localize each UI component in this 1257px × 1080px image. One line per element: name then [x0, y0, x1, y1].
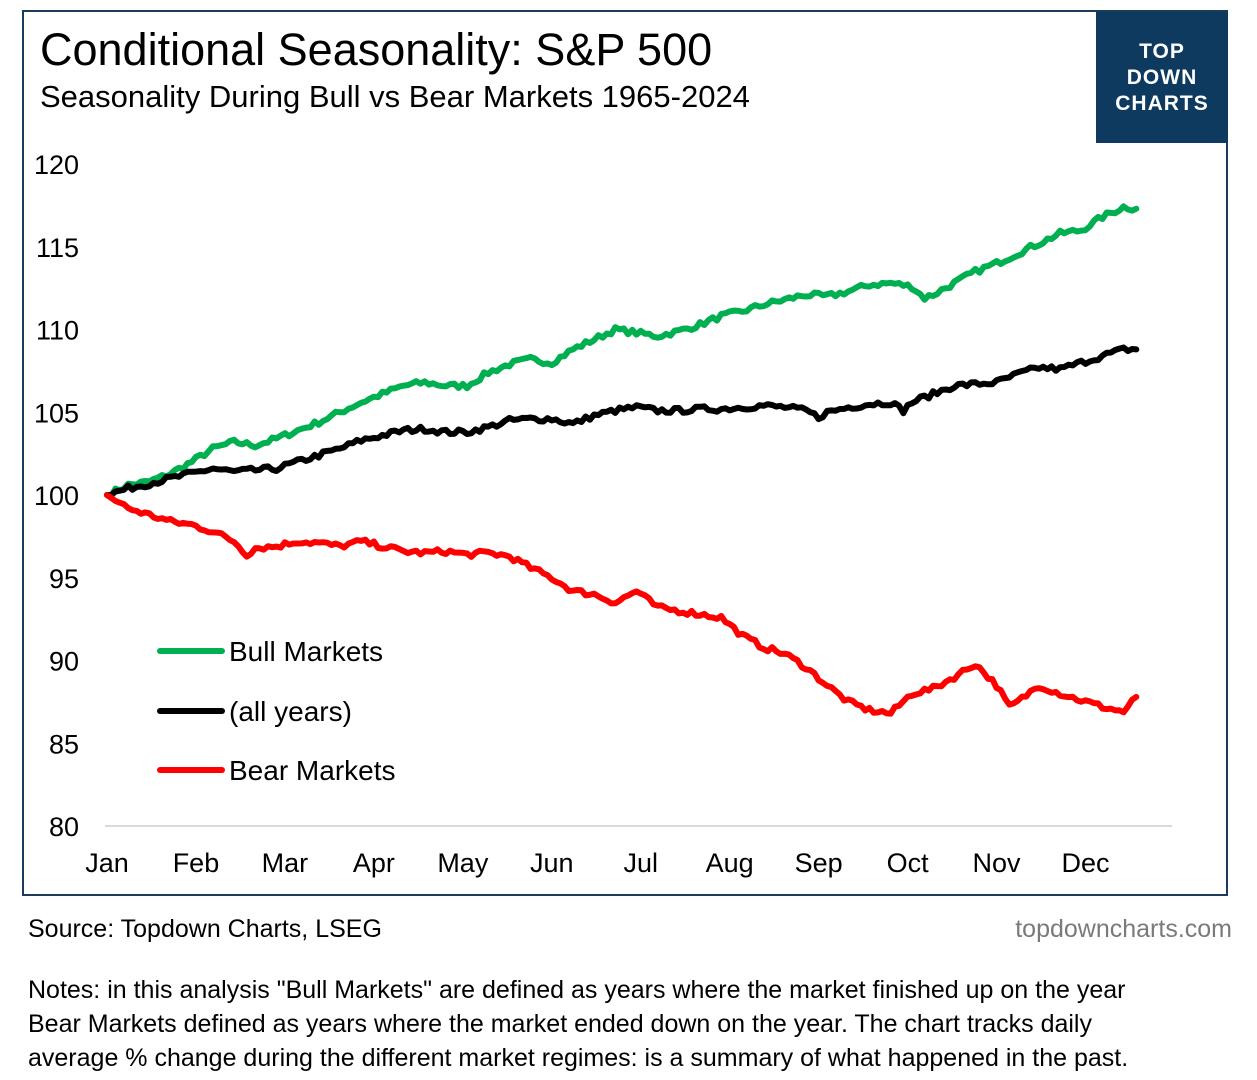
x-axis-ticks: Jan Feb Mar Apr May Jun Jul Aug Sep Oct Nov Dec	[85, 848, 1109, 878]
website-link[interactable]: topdowncharts.com	[1015, 915, 1232, 943]
chart-frame	[22, 10, 1228, 896]
y-tick-label: 120	[34, 150, 79, 180]
x-tick-label: Jan	[85, 848, 129, 878]
series-group	[104, 203, 1140, 717]
notes-line: average % change during the different ma…	[28, 1044, 1129, 1072]
y-tick-label: 110	[36, 316, 79, 346]
logo-line-down: DOWN	[1126, 65, 1198, 89]
x-tick-label: May	[437, 848, 489, 878]
x-tick-label: Sep	[795, 848, 843, 878]
y-tick-label: 105	[34, 398, 79, 428]
series-line-bear	[104, 492, 1140, 717]
x-tick-label: Oct	[887, 848, 930, 878]
legend-bear-markets-label: Bear Markets	[229, 755, 396, 786]
y-tick-label: 80	[49, 812, 79, 842]
x-tick-label: Aug	[706, 848, 754, 878]
x-tick-label: Mar	[262, 848, 309, 878]
topdown-charts-logo: TOP DOWN CHARTS	[1096, 12, 1228, 143]
legend-bull-markets-label: Bull Markets	[229, 636, 383, 667]
x-tick-label: Feb	[173, 848, 220, 878]
legend-all-years-label: (all years)	[229, 696, 352, 727]
notes-line: Bear Markets defined as years where the …	[28, 1010, 1092, 1038]
series-line-all-years	[104, 344, 1140, 498]
x-tick-label: Apr	[353, 848, 395, 878]
source-note: Source: Topdown Charts, LSEG	[28, 915, 382, 943]
y-tick-label: 95	[49, 564, 79, 594]
x-tick-label: Dec	[1062, 848, 1110, 878]
logo-line-charts: CHARTS	[1115, 91, 1209, 115]
x-tick-label: Nov	[973, 848, 1022, 878]
y-axis-ticks: 80 85 90 95 100 105 110 115 120	[34, 150, 79, 842]
logo-line-top: TOP	[1139, 39, 1185, 63]
legend: Bull Markets (all years) Bear Markets	[157, 636, 396, 786]
y-tick-label: 90	[49, 647, 79, 677]
y-tick-label: 85	[49, 729, 79, 759]
y-tick-label: 100	[34, 481, 79, 511]
y-tick-label: 115	[36, 233, 79, 263]
x-tick-label: Jul	[623, 848, 658, 878]
chart-title: Conditional Seasonality: S&P 500	[40, 24, 713, 75]
notes-block: Notes: in this analysis "Bull Markets" a…	[28, 973, 1243, 1075]
series-line-bull	[104, 203, 1140, 499]
chart-subtitle: Seasonality During Bull vs Bear Markets …	[40, 79, 750, 114]
x-tick-label: Jun	[530, 848, 574, 878]
notes-line: Notes: in this analysis "Bull Markets" a…	[28, 976, 1126, 1004]
